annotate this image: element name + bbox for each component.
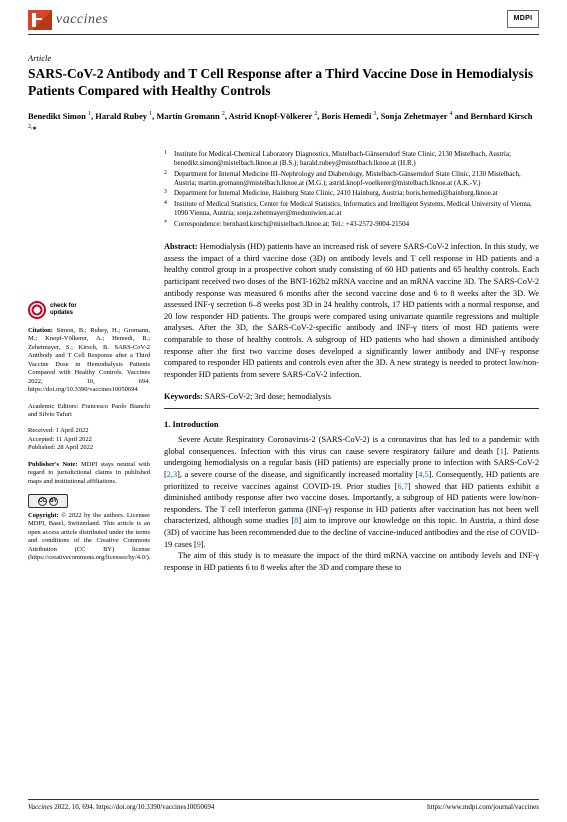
citation-text: Simon, B.; Rubey, H.; Gromann, M.; Knopf… [28,327,150,393]
affiliations-list: 1Institute for Medical-Chemical Laborato… [164,150,539,230]
check-updates-icon [28,301,46,319]
date-accepted: Accepted: 11 April 2022 [28,436,150,444]
check-updates-text: check for updates [50,303,77,316]
article-column: Article SARS-CoV-2 Antibody and T Cell R… [164,53,539,574]
publishers-note-block: Publisher's Note: MDPI stays neutral wit… [28,461,150,486]
editors-label: Academic Editors: [28,403,78,410]
note-label: Publisher's Note: [28,461,78,468]
journal-logo-group: vaccines [28,10,108,30]
affiliation-item: 4Institute of Medical Statistics, Center… [164,200,539,219]
section-1-title: 1. Introduction [164,419,539,430]
affiliation-item: *Correspondence: bernhard.kirsch@mistelb… [164,220,539,229]
keywords-text: SARS-CoV-2; 3rd dose; hemodialysis [205,392,331,401]
by-icon: BY [49,497,58,506]
abstract-block: Abstract: Hemodialysis (HD) patients hav… [164,241,539,380]
cc-license-badge[interactable]: CC BY [28,494,68,508]
editors-block: Academic Editors: Francesco Paolo Bianch… [28,403,150,420]
article-title: SARS-CoV-2 Antibody and T Cell Response … [28,66,539,100]
affiliation-item: 3Department for Internal Medicine, Hainb… [164,189,539,198]
footer-left: Vaccines 2022, 10, 694. https://doi.org/… [28,803,214,812]
affiliation-item: 1Institute for Medical-Chemical Laborato… [164,150,539,169]
section-1-body: Severe Acute Respiratory Coronavirus-2 (… [164,434,539,573]
check-updates-badge[interactable]: check for updates [28,301,150,319]
abstract-label: Abstract: [164,242,198,251]
journal-brand: vaccines [56,11,108,30]
citation-label: Citation: [28,327,53,334]
article-authors: Benedikt Simon 1, Harald Rubey 1, Martin… [28,110,539,136]
header-rule [28,34,539,35]
copyright-text: © 2022 by the authors. Licensee MDPI, Ba… [28,512,150,561]
keywords-label: Keywords: [164,392,203,401]
date-published: Published: 28 April 2022 [28,444,150,452]
cc-icon: CC [38,497,47,506]
intro-para-2: The aim of this study is to measure the … [164,550,539,573]
citation-block: Citation: Simon, B.; Rubey, H.; Gromann,… [28,327,150,395]
footer-right: https://www.mdpi.com/journal/vaccines [427,803,539,812]
article-type: Article [28,53,539,64]
section-rule [164,408,539,409]
intro-para-1: Severe Acute Respiratory Coronavirus-2 (… [164,434,539,550]
journal-logo-icon [28,10,52,30]
dates-block: Received: 1 April 2022 Accepted: 11 Apri… [28,427,150,452]
affiliation-item: 2Department for Internal Medicine III–Ne… [164,170,539,189]
copyright-label: Copyright: [28,512,59,519]
page-footer: Vaccines 2022, 10, 694. https://doi.org/… [28,799,539,812]
main-content: check for updates Citation: Simon, B.; R… [0,53,567,574]
page-header: vaccines MDPI [0,0,567,34]
date-received: Received: 1 April 2022 [28,427,150,435]
copyright-block: Copyright: © 2022 by the authors. Licens… [28,512,150,563]
abstract-text: Hemodialysis (HD) patients have an incre… [164,242,539,379]
keywords-block: Keywords: SARS-CoV-2; 3rd dose; hemodial… [164,391,539,402]
publisher-badge: MDPI [507,10,539,28]
